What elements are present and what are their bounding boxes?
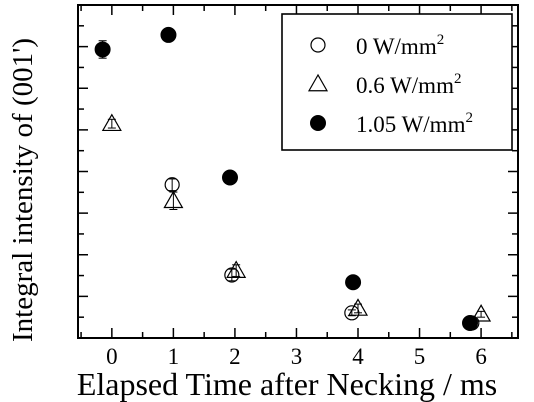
legend-label-superscript: 2: [454, 71, 462, 87]
x-tick-label: 0: [106, 344, 118, 369]
legend-entry: 0 W/mm2: [310, 32, 444, 59]
legend-label-superscript: 2: [437, 32, 445, 48]
x-tick-label: 1: [168, 344, 180, 369]
data-point: [94, 41, 111, 58]
x-tick-label: 2: [229, 344, 241, 369]
plot-frame: [77, 4, 519, 339]
data-point: [462, 315, 478, 331]
legend: 0 W/mm2 0.6 W/mm2 1.05 W/mm2: [281, 13, 513, 151]
data-point: [347, 298, 369, 316]
legend-entry: 1.05 W/mm2: [310, 110, 473, 137]
legend-label: 0.6 W/mm2: [356, 71, 461, 98]
x-tick-label: 5: [414, 344, 426, 369]
data-marks: [94, 26, 492, 331]
legend-marker: [310, 37, 326, 53]
data-point: [163, 190, 184, 209]
legend-marker: [310, 115, 326, 131]
data-point: [226, 260, 247, 278]
x-tick-label: 3: [291, 344, 303, 369]
x-axis-label: Elapsed Time after Necking / ms: [77, 366, 497, 402]
data-point: [160, 26, 177, 43]
series-open-triangle: [101, 113, 492, 322]
legend-entry: 0.6 W/mm2: [307, 71, 461, 98]
data-point: [222, 169, 238, 186]
x-tick-label: 4: [352, 344, 364, 369]
legend-label: 0 W/mm2: [356, 32, 444, 59]
legend-label: 1.05 W/mm2: [356, 110, 473, 137]
x-tick-label: 6: [475, 344, 487, 369]
data-point: [345, 274, 362, 291]
series-open-circle: [164, 177, 480, 331]
legend-marker: [307, 73, 329, 92]
y-axis-label: Integral intensity of (001'): [7, 38, 39, 342]
x-tick-labels: 0 1 2 3 4 5 6: [106, 344, 487, 369]
legend-label-superscript: 2: [465, 110, 473, 126]
data-point: [471, 304, 492, 322]
data-point: [101, 113, 122, 132]
series-filled-circle: [94, 26, 478, 331]
